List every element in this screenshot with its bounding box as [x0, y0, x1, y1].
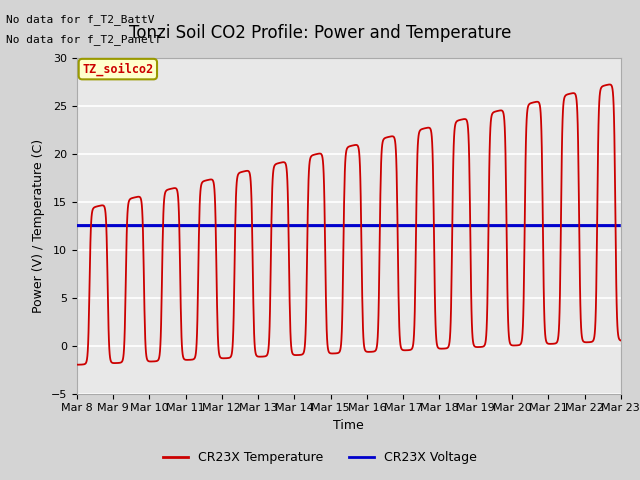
X-axis label: Time: Time	[333, 419, 364, 432]
Text: Tonzi Soil CO2 Profile: Power and Temperature: Tonzi Soil CO2 Profile: Power and Temper…	[129, 24, 511, 42]
Text: TZ_soilco2: TZ_soilco2	[83, 62, 154, 76]
Y-axis label: Power (V) / Temperature (C): Power (V) / Temperature (C)	[32, 139, 45, 312]
Text: No data for f_T2_BattV: No data for f_T2_BattV	[6, 14, 155, 25]
Legend: CR23X Temperature, CR23X Voltage: CR23X Temperature, CR23X Voltage	[159, 446, 481, 469]
Text: No data for f_T2_PanelT: No data for f_T2_PanelT	[6, 34, 162, 45]
